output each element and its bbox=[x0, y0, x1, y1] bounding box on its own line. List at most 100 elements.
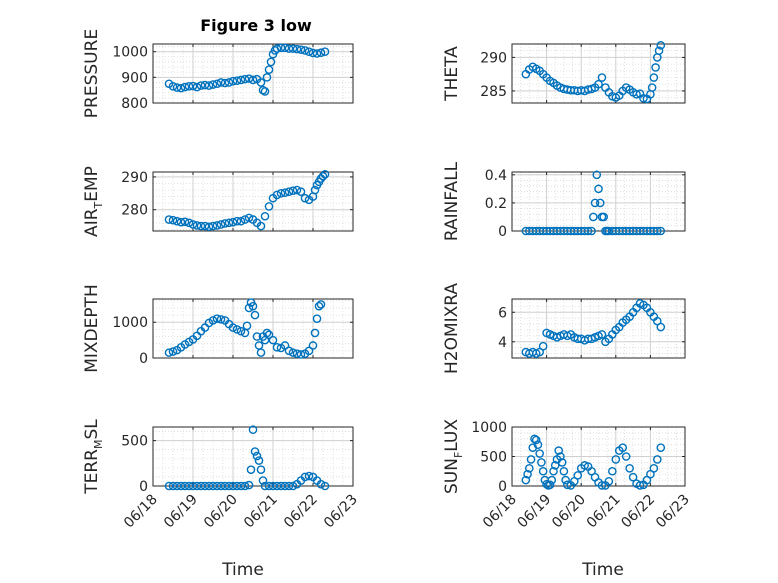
data-point bbox=[647, 83, 657, 92]
data-point bbox=[280, 481, 290, 491]
data-point bbox=[300, 46, 310, 55]
axes-box-5 bbox=[511, 298, 686, 359]
data-point bbox=[632, 89, 641, 99]
data-point bbox=[200, 221, 210, 231]
y-tick-label: 0 bbox=[498, 479, 507, 495]
data-point bbox=[244, 303, 254, 313]
data-point bbox=[216, 220, 226, 229]
data-point bbox=[224, 481, 234, 491]
data-point bbox=[312, 314, 322, 323]
plot-area-0 bbox=[153, 44, 353, 103]
data-point bbox=[608, 466, 617, 476]
data-point bbox=[264, 330, 274, 340]
data-point bbox=[228, 76, 238, 86]
data-point bbox=[184, 481, 194, 491]
data-point bbox=[220, 78, 230, 88]
data-point bbox=[521, 475, 531, 485]
data-point bbox=[266, 57, 276, 67]
data-point bbox=[292, 185, 302, 195]
data-point bbox=[284, 44, 294, 53]
data-point bbox=[284, 187, 294, 196]
data-point bbox=[316, 479, 326, 489]
data-point bbox=[240, 481, 250, 491]
data-point bbox=[535, 449, 544, 458]
data-point bbox=[563, 480, 572, 490]
data-point bbox=[618, 443, 628, 452]
data-point bbox=[212, 79, 222, 89]
data-point bbox=[196, 81, 206, 90]
data-point bbox=[252, 451, 262, 461]
data-point bbox=[228, 217, 238, 227]
data-point bbox=[208, 316, 218, 325]
data-point bbox=[164, 348, 174, 357]
data-point bbox=[208, 80, 218, 89]
data-point bbox=[573, 471, 583, 480]
data-point bbox=[242, 321, 252, 331]
data-point bbox=[583, 226, 593, 236]
data-point bbox=[545, 480, 555, 490]
data-point bbox=[651, 63, 660, 72]
data-point bbox=[316, 300, 326, 309]
data-point bbox=[587, 226, 596, 236]
data-point bbox=[254, 456, 264, 465]
data-point bbox=[304, 47, 314, 56]
data-point bbox=[556, 452, 565, 461]
data-point bbox=[559, 466, 569, 476]
data-point bbox=[284, 346, 294, 356]
data-point bbox=[272, 44, 282, 53]
ylabel-3: RAINFALL bbox=[442, 161, 462, 241]
x-tick-label: 06/21 bbox=[241, 492, 281, 532]
data-point bbox=[599, 212, 608, 222]
data-point bbox=[594, 79, 603, 89]
data-point bbox=[168, 481, 178, 491]
x-tick-label: 06/19 bbox=[515, 492, 555, 532]
data-point bbox=[594, 184, 603, 194]
data-point bbox=[244, 74, 254, 83]
data-point bbox=[272, 481, 282, 491]
data-point bbox=[260, 87, 270, 96]
data-point bbox=[256, 221, 266, 231]
data-point bbox=[236, 481, 246, 491]
data-point bbox=[310, 328, 320, 338]
data-point bbox=[236, 326, 246, 336]
data-point bbox=[280, 43, 290, 53]
data-point bbox=[252, 332, 262, 341]
x-tick-label: 06/22 bbox=[618, 492, 658, 532]
x-tick-label: 06/18 bbox=[121, 492, 161, 532]
x-tick-label: 06/21 bbox=[584, 492, 624, 532]
data-point bbox=[192, 82, 202, 92]
data-point bbox=[200, 80, 210, 90]
data-point bbox=[538, 341, 548, 351]
data-point bbox=[621, 452, 631, 461]
data-point bbox=[649, 73, 659, 82]
data-point bbox=[304, 471, 314, 481]
data-point bbox=[523, 469, 532, 479]
data-point bbox=[549, 466, 558, 476]
data-point bbox=[288, 44, 298, 53]
data-point bbox=[310, 185, 320, 195]
data-point bbox=[216, 78, 226, 87]
data-point bbox=[176, 481, 186, 491]
ylabel-0: PRESSURE bbox=[82, 29, 102, 118]
data-point bbox=[212, 314, 222, 323]
data-point bbox=[264, 481, 274, 491]
data-point bbox=[557, 458, 567, 467]
data-point bbox=[320, 47, 330, 56]
data-point bbox=[276, 481, 286, 491]
data-point bbox=[656, 226, 666, 236]
data-point bbox=[284, 481, 294, 491]
data-point bbox=[272, 190, 282, 200]
y-tick-label: 0 bbox=[498, 224, 507, 240]
xlabel-left: Time bbox=[221, 560, 264, 580]
ylabel-1: THETA bbox=[442, 46, 462, 102]
data-point bbox=[196, 481, 206, 491]
axes-box-2 bbox=[152, 171, 354, 232]
y-tick-label: 290 bbox=[480, 50, 507, 66]
data-point bbox=[304, 346, 314, 356]
data-point bbox=[180, 82, 190, 92]
data-point bbox=[526, 455, 536, 464]
data-point bbox=[542, 479, 551, 489]
data-point bbox=[200, 481, 210, 491]
data-point bbox=[288, 481, 298, 491]
data-point bbox=[533, 440, 543, 450]
